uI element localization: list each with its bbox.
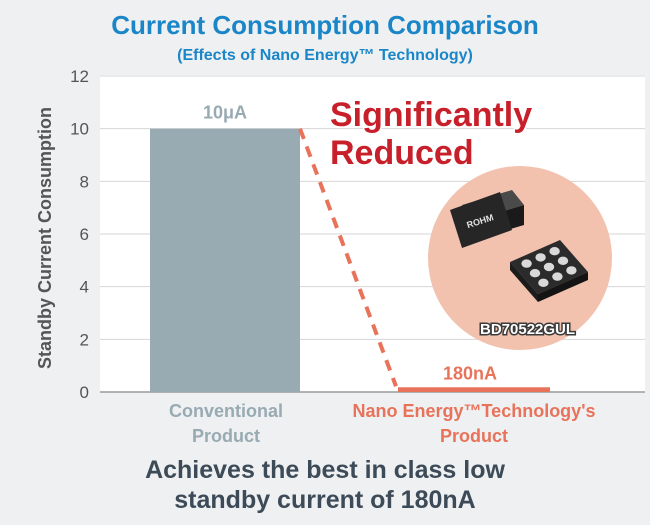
- footer-line-2: standby current of 180nA: [174, 486, 475, 514]
- bar-nano-energy: [398, 387, 550, 392]
- solder-ball: [566, 266, 577, 275]
- y-tick-2: 2: [80, 330, 89, 349]
- chip-illustration: ROHM BD70522GUL: [428, 166, 612, 350]
- part-number: BD70522GUL: [480, 321, 575, 338]
- category-label-nano-2: Product: [440, 426, 508, 446]
- bar-conventional: [150, 128, 300, 392]
- reduction-dashed-line: [298, 127, 398, 387]
- footer-line-1: Achieves the best in class low: [145, 456, 505, 484]
- solder-ball: [543, 262, 555, 272]
- y-tick-8: 8: [80, 172, 89, 191]
- solder-ball: [549, 247, 560, 256]
- category-label-nano-1: Nano Energy™Technology's: [353, 401, 596, 421]
- category-label-conventional-1: Conventional: [169, 401, 283, 421]
- category-label-conventional-2: Product: [192, 426, 260, 446]
- solder-ball: [535, 253, 546, 262]
- y-tick-4: 4: [80, 278, 89, 297]
- y-axis-label: Standby Current Consumption: [35, 107, 55, 369]
- y-tick-labels: 0 2 4 6 8 10 12: [70, 67, 89, 402]
- annotation-line-2: Reduced: [330, 134, 474, 172]
- solder-ball: [521, 259, 532, 268]
- y-tick-6: 6: [80, 225, 89, 244]
- chart-title: Current Consumption Comparison: [111, 10, 539, 40]
- chip-top-view: ROHM: [450, 190, 524, 248]
- chip-ball-view: [510, 240, 588, 302]
- chart-subtitle: (Effects of Nano Energy™ Technology): [177, 47, 473, 64]
- solder-ball: [529, 269, 541, 278]
- data-label-nano-energy: 180nA: [443, 363, 497, 383]
- solder-balls: [521, 247, 577, 287]
- solder-ball: [538, 278, 549, 287]
- y-tick-12: 12: [70, 67, 89, 86]
- y-tick-10: 10: [70, 120, 89, 139]
- y-tick-0: 0: [80, 383, 89, 402]
- solder-ball: [552, 272, 563, 281]
- data-label-conventional: 10μA: [203, 103, 247, 123]
- annotation-line-1: Significantly: [330, 96, 532, 134]
- solder-ball: [557, 256, 569, 265]
